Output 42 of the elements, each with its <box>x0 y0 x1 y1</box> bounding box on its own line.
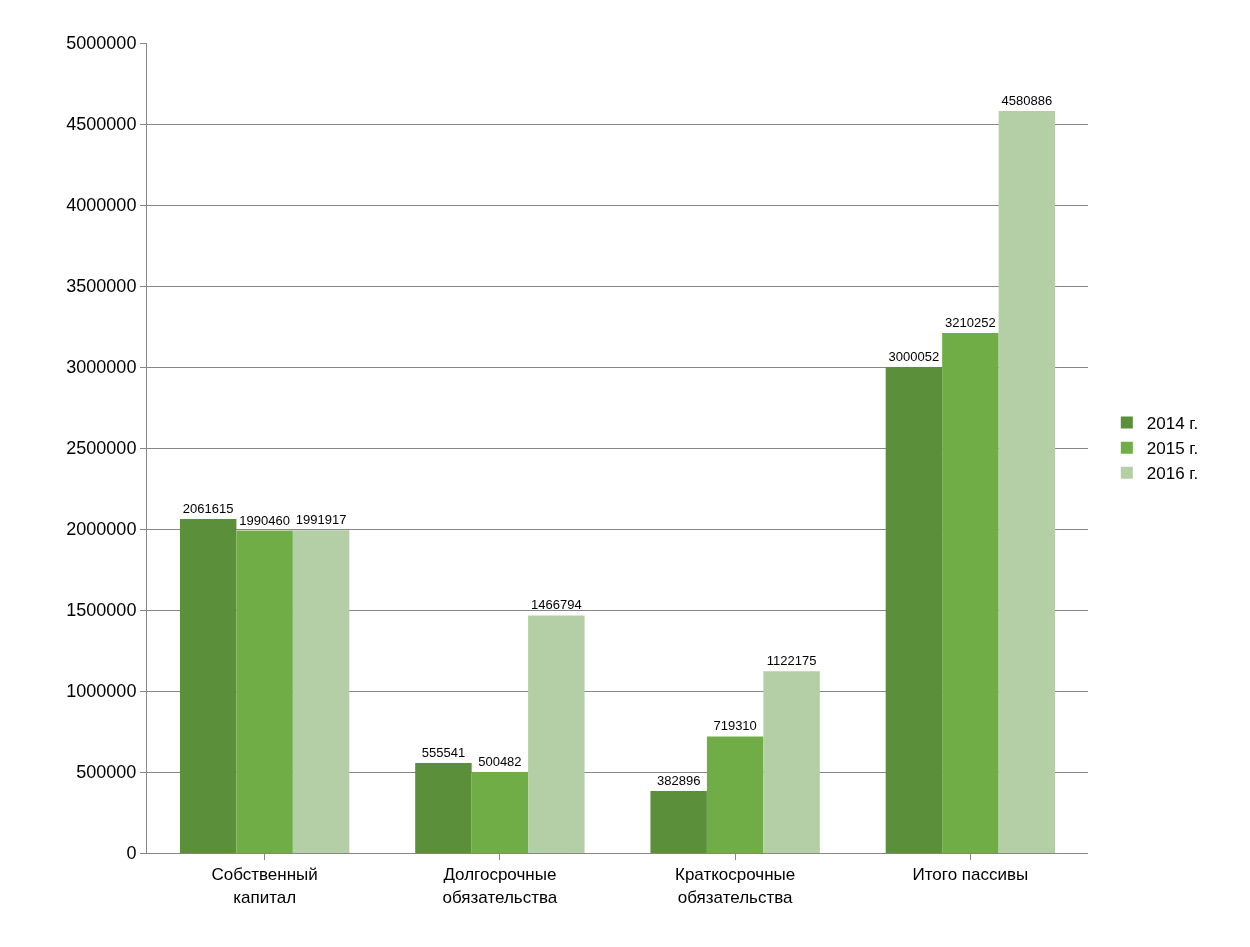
data-label: 555541 <box>421 745 466 760</box>
bar <box>942 332 999 853</box>
data-label: 2061615 <box>182 501 234 517</box>
y-tick-label: 2500000 <box>66 438 137 459</box>
y-tick-label: 0 <box>126 843 137 864</box>
bar <box>706 736 764 853</box>
x-tick-label: Итого пассивы <box>912 865 1029 885</box>
y-tick-label: 4000000 <box>66 195 137 216</box>
y-tick-label: 4500000 <box>66 114 137 135</box>
bar <box>885 366 943 853</box>
data-label: 719310 <box>713 718 757 734</box>
x-tick-label: Собственный капитал <box>211 865 318 907</box>
data-label: 3210252 <box>945 314 996 330</box>
bar <box>179 519 237 853</box>
bar <box>415 763 472 853</box>
y-tick-label: 1500000 <box>66 600 137 621</box>
bar <box>528 615 585 853</box>
legend-label: 2015 г. <box>1146 439 1199 459</box>
y-tick-label: 3500000 <box>66 276 137 297</box>
x-tick-label: Краткосрочные обязательства <box>675 865 796 907</box>
bar <box>650 790 707 853</box>
data-label: 382896 <box>656 772 701 788</box>
y-tick-label: 2000000 <box>66 519 137 540</box>
legend-label: 2016 г. <box>1146 464 1199 484</box>
x-tick-label: Долгосрочные обязательства <box>442 865 558 907</box>
data-label: 3000052 <box>888 348 940 364</box>
data-label: 1990460 <box>239 512 290 528</box>
data-label: 500482 <box>478 753 522 769</box>
data-label: 1991917 <box>295 512 347 528</box>
data-label: 1466794 <box>531 597 582 613</box>
y-tick-label: 3000000 <box>66 357 137 378</box>
bar <box>763 671 820 853</box>
data-label: 1122175 <box>766 653 817 669</box>
bar <box>471 771 529 853</box>
y-tick-label: 5000000 <box>66 33 137 54</box>
bar <box>998 110 1056 853</box>
bar <box>292 530 350 853</box>
y-tick-label: 500000 <box>76 762 137 783</box>
data-label: 4580886 <box>1001 92 1053 108</box>
legend-label: 2014 г. <box>1146 414 1199 434</box>
y-tick-label: 1000000 <box>66 681 137 702</box>
bar <box>236 530 293 853</box>
